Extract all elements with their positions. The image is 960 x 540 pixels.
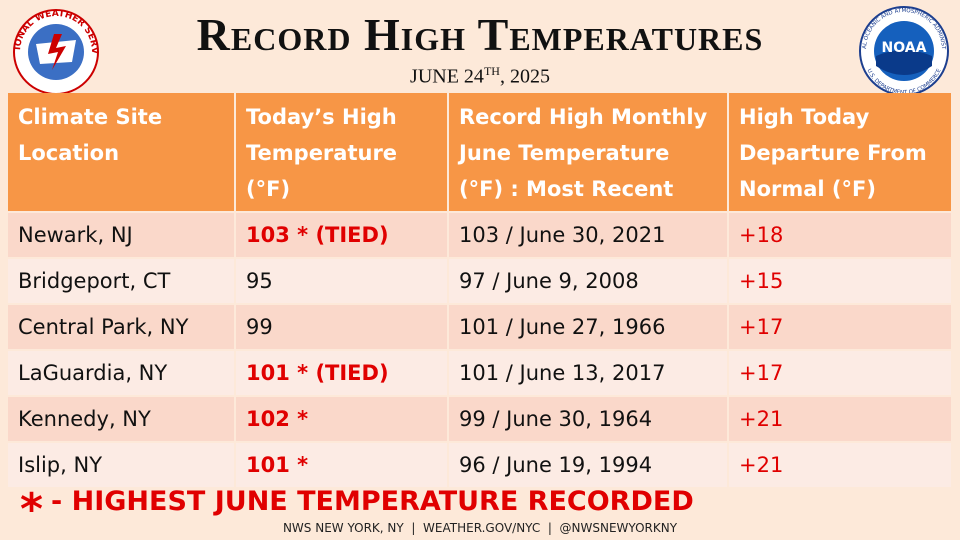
- column-header-line: June Temperature: [459, 141, 670, 165]
- table-cell: Bridgeport, CT: [8, 257, 236, 304]
- table-row: LaGuardia, NY 101 * (TIED) 101 / June 13, …: [8, 349, 953, 396]
- title: Record High Temperatures: [196, 9, 764, 60]
- header-row: Climate Site Location Today’s High Temperat…: [8, 93, 953, 212]
- table-cell: 97 / June 9, 2008: [448, 257, 729, 304]
- noaa-wave: [876, 50, 932, 75]
- table-cell: 99 / June 30, 1964: [448, 395, 729, 442]
- table-cell: +21: [728, 441, 953, 487]
- date-main: JUNE 24: [410, 65, 484, 88]
- table-row: Bridgeport, CT 95 97 / June 9, 2008 +15: [8, 257, 953, 304]
- table-cell: Central Park, NY: [8, 303, 236, 350]
- table-cell: Newark, NJ: [8, 211, 236, 258]
- column-header: High Today Departure From Normal (°F): [728, 93, 953, 212]
- table-cell: 101 *: [235, 441, 449, 487]
- column-header-line: Departure From: [739, 141, 927, 165]
- table-cell: +17: [728, 349, 953, 396]
- table-cell: 101 * (TIED): [235, 349, 449, 396]
- table-cell: 103 / June 30, 2021: [448, 211, 729, 258]
- table-cell: +21: [728, 395, 953, 442]
- table-cell: +15: [728, 257, 953, 304]
- column-header-line: Location: [18, 141, 120, 165]
- noaa-logo: NOAA NATIONAL OCEANIC AND ATMOSPHERIC AD…: [854, 4, 949, 94]
- table-body: Newark, NJ 103 * (TIED) 103 / June 30, 202…: [8, 211, 953, 487]
- noaa-name: NOAA: [882, 40, 927, 56]
- table-row: Kennedy, NY 102 * 99 / June 30, 1964 +21: [8, 395, 953, 442]
- note-symbol: *: [20, 484, 44, 535]
- note: * - HIGHEST JUNE TEMPERATURE RECORDED: [20, 484, 694, 535]
- nws-logo: NATIONAL WEATHER SERVICE: [6, 4, 99, 94]
- date: JUNE 24TH, 2025: [120, 64, 840, 89]
- note-text: - HIGHEST JUNE TEMPERATURE RECORDED: [51, 486, 694, 517]
- table-row: Central Park, NY 99 101 / June 27, 1966 +17: [8, 303, 953, 350]
- column-header-line: Normal (°F): [739, 177, 876, 201]
- column-header: Climate Site Location: [8, 93, 236, 212]
- table-cell: 95: [235, 257, 449, 304]
- column-header: Record High Monthly June Temperature (°F) …: [448, 93, 729, 212]
- column-header-line: Climate Site: [18, 105, 163, 129]
- record-table: Climate Site Location Today’s High Temperat…: [8, 93, 953, 487]
- column-header-line: (°F): [246, 177, 291, 201]
- table-row: Islip, NY 101 * 96 / June 19, 1994 +21: [8, 441, 953, 487]
- date-sup: TH: [483, 64, 500, 78]
- column-header-line: Record High Monthly: [459, 105, 708, 129]
- table-cell: LaGuardia, NY: [8, 349, 236, 396]
- table-cell: 102 *: [235, 395, 449, 442]
- table-cell: +18: [728, 211, 953, 258]
- table-cell: 96 / June 19, 1994: [448, 441, 729, 487]
- table-cell: 101 / June 27, 1966: [448, 303, 729, 350]
- table-cell: 101 / June 13, 2017: [448, 349, 729, 396]
- date-rest: , 2025: [499, 65, 550, 88]
- table-cell: +17: [728, 303, 953, 350]
- footer: NWS NEW YORK, NY | WEATHER.GOV/NYC | @NW…: [282, 521, 678, 535]
- nws-bolt: [48, 34, 66, 70]
- table-cell: 103 * (TIED): [235, 211, 449, 258]
- column-header: Today’s High Temperature (°F): [235, 93, 449, 212]
- table-cell: Islip, NY: [8, 441, 236, 487]
- table-cell: Kennedy, NY: [8, 395, 236, 442]
- table-cell: 99: [235, 303, 449, 350]
- column-header-line: (°F) : Most Recent: [459, 177, 674, 201]
- column-header-line: Today’s High: [246, 105, 397, 129]
- column-header-line: Temperature: [246, 141, 398, 165]
- table-row: Newark, NJ 103 * (TIED) 103 / June 30, 202…: [8, 211, 953, 258]
- column-header-line: High Today: [739, 105, 870, 129]
